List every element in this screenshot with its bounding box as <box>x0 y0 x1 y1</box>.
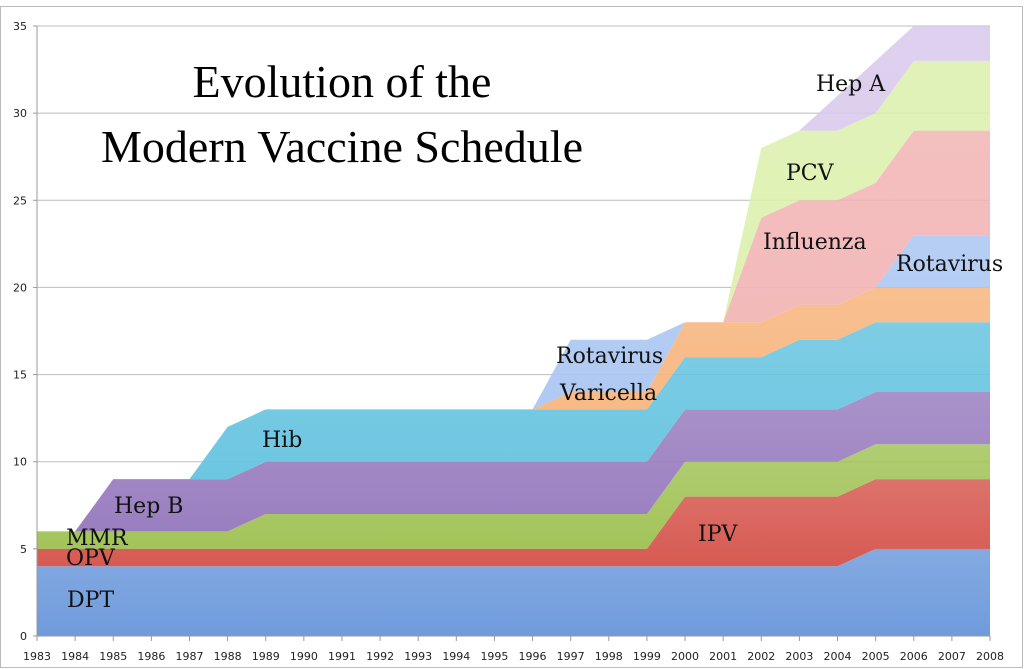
x-tick-label: 1988 <box>214 650 242 663</box>
area-label: Hep A <box>816 72 886 97</box>
y-tick-label: 10 <box>13 456 27 469</box>
x-tick-label: 2001 <box>709 650 737 663</box>
area-hep-a <box>37 26 990 532</box>
chart-title-line-2: Modern Vaccine Schedule <box>101 121 583 172</box>
area-mmr <box>37 444 990 549</box>
area-label: IPV <box>698 522 738 547</box>
area-label: OPV <box>66 546 116 571</box>
x-tick-label: 1998 <box>595 650 623 663</box>
y-tick-label: 35 <box>13 20 27 33</box>
x-tick-label: 1984 <box>61 650 89 663</box>
y-tick-label: 5 <box>20 543 27 556</box>
x-tick-label: 1996 <box>519 650 547 663</box>
area-opv-ipv <box>37 479 990 567</box>
area-label: PCV <box>786 161 835 186</box>
area-influenza <box>37 130 990 532</box>
area-label: Varicella <box>559 381 657 406</box>
x-tick-label: 1999 <box>633 650 661 663</box>
x-tick-label: 1992 <box>366 650 394 663</box>
area-label: Rotavirus <box>556 344 663 369</box>
area-label: Rotavirus <box>896 252 1003 277</box>
area-label: MMR <box>66 526 129 551</box>
area-hib <box>37 322 990 532</box>
x-tick-label: 1989 <box>252 650 280 663</box>
x-tick-label: 2004 <box>824 650 852 663</box>
x-tick-label: 2005 <box>862 650 890 663</box>
y-tick-label: 0 <box>20 630 27 643</box>
area-label: Influenza <box>763 230 867 255</box>
y-tick-label: 30 <box>13 107 27 120</box>
x-tick-label: 2008 <box>976 650 1004 663</box>
x-tick-label: 1991 <box>328 650 356 663</box>
x-tick-label: 1987 <box>175 650 203 663</box>
x-tick-label: 2003 <box>785 650 813 663</box>
area-label: Hep B <box>114 494 183 519</box>
y-tick-label: 25 <box>13 194 27 207</box>
x-tick-label: 1994 <box>442 650 470 663</box>
x-tick-label: 2006 <box>900 650 928 663</box>
x-tick-label: 2000 <box>671 650 699 663</box>
area-label: Hib <box>262 428 302 453</box>
area-varicella <box>37 287 990 532</box>
x-tick-label: 1986 <box>137 650 165 663</box>
x-tick-label: 2007 <box>938 650 966 663</box>
chart-title-line-1: Evolution of the <box>193 56 492 107</box>
y-tick-label: 20 <box>13 281 27 294</box>
area-pcv <box>37 60 990 532</box>
x-tick-label: 1995 <box>480 650 508 663</box>
x-tick-label: 1990 <box>290 650 318 663</box>
chart-frame <box>0 6 1023 668</box>
area-rotavirus <box>37 235 990 532</box>
x-tick-label: 1997 <box>557 650 585 663</box>
x-tick-label: 1993 <box>404 650 432 663</box>
y-tick-label: 15 <box>13 369 27 382</box>
x-tick-label: 1983 <box>23 650 51 663</box>
area-dpt <box>37 548 990 636</box>
area-label: DPT <box>67 588 114 613</box>
x-tick-label: 2002 <box>747 650 775 663</box>
x-tick-label: 1985 <box>99 650 127 663</box>
